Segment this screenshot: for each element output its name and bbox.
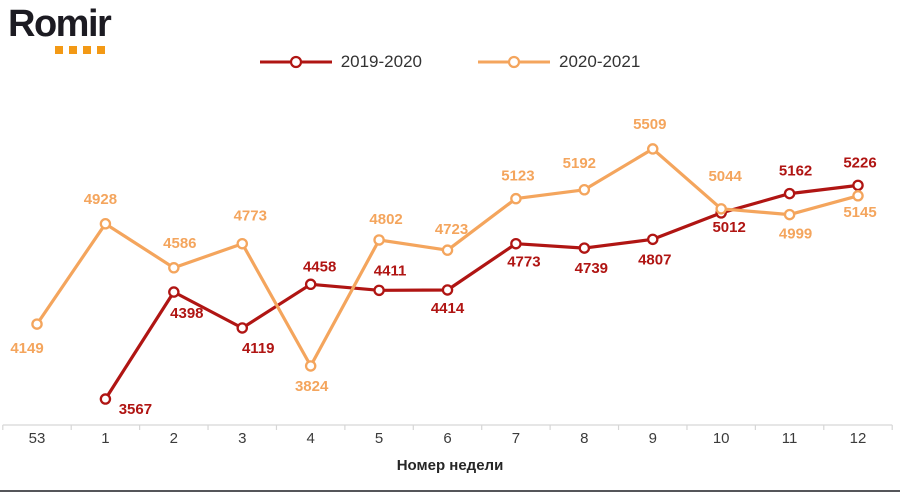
data-point-2020-2021 (441, 244, 454, 256)
x-tick-label: 1 (101, 430, 109, 447)
data-point-2019-2020 (578, 242, 591, 254)
x-tick-label: 4 (306, 430, 314, 447)
data-point-2019-2020 (236, 322, 248, 334)
data-point-2019-2020 (510, 237, 522, 250)
data-point-2019-2020 (99, 393, 112, 405)
data-point-2020-2021 (647, 143, 659, 155)
x-tick-label: 6 (443, 430, 451, 447)
data-label-2020-2021: 4586 (163, 235, 196, 252)
chart-legend: 2019-2020 2020-2021 (0, 52, 900, 72)
data-label-2020-2021: 4999 (779, 226, 812, 243)
legend-label: 2020-2021 (559, 52, 641, 71)
x-tick-label: 53 (29, 430, 46, 447)
data-point-2020-2021 (783, 208, 796, 221)
logo-dot (83, 46, 91, 54)
data-point-2019-2020 (441, 284, 454, 296)
data-label-2019-2020: 5012 (712, 219, 745, 236)
data-label-2019-2020: 4773 (507, 254, 540, 271)
series-line-2019-2020 (103, 183, 860, 401)
legend-label: 2019-2020 (340, 52, 422, 71)
data-label-2019-2020: 5226 (843, 154, 876, 171)
data-point-2019-2020 (647, 233, 659, 246)
data-label-2020-2021: 4723 (435, 221, 468, 238)
data-label-2019-2020: 4414 (431, 300, 465, 317)
x-axis-title: Номер недели (397, 457, 504, 474)
x-tick-label: 11 (782, 430, 798, 447)
x-tick-label: 9 (649, 430, 657, 447)
data-point-2020-2021 (304, 360, 317, 372)
data-label-2020-2021: 5044 (708, 168, 742, 185)
data-point-2020-2021 (236, 237, 248, 250)
data-point-2020-2021 (168, 262, 180, 274)
x-tick-label: 5 (375, 430, 383, 447)
data-label-2019-2020: 4119 (242, 340, 275, 357)
data-label-2019-2020: 4807 (638, 251, 671, 268)
data-label-2019-2020: 3567 (119, 401, 152, 418)
logo-dot (69, 46, 77, 54)
data-label-2020-2021: 5192 (563, 155, 596, 172)
data-point-2020-2021 (715, 203, 727, 215)
data-label-2020-2021: 5145 (843, 204, 876, 221)
data-point-2020-2021 (510, 192, 522, 205)
x-tick-label: 12 (850, 430, 867, 447)
data-label-2020-2021: 3824 (295, 378, 329, 395)
data-label-2019-2020: 4458 (303, 258, 336, 275)
data-point-2020-2021 (373, 234, 385, 246)
data-label-2020-2021: 4773 (234, 208, 267, 225)
data-point-2020-2021 (31, 318, 43, 330)
data-label-2020-2021: 4802 (369, 211, 402, 228)
x-tick-label: 3 (238, 430, 246, 447)
legend-marker-icon (259, 55, 332, 69)
data-label-2019-2020: 5162 (779, 163, 812, 180)
data-label-2020-2021: 5123 (501, 168, 534, 185)
data-point-2019-2020 (168, 286, 180, 298)
data-label-2020-2021: 4149 (10, 340, 43, 357)
x-tick-label: 10 (713, 430, 730, 447)
data-label-2019-2020: 4398 (170, 305, 203, 322)
x-tick-label: 2 (170, 430, 178, 447)
romir-logo: Romir (8, 3, 112, 54)
data-point-2020-2021 (99, 218, 112, 230)
data-label-2019-2020: 4739 (575, 260, 608, 277)
data-label-2019-2020: 4411 (374, 262, 407, 279)
legend-item-2019-2020: 2019-2020 (259, 52, 422, 72)
data-label-2020-2021: 5509 (633, 116, 666, 133)
x-tick-label: 7 (512, 430, 520, 447)
data-point-2019-2020 (852, 179, 864, 192)
logo-dot (55, 46, 63, 54)
romir-logo-dots (55, 46, 110, 54)
data-point-2020-2021 (578, 184, 591, 196)
legend-marker-icon (478, 55, 550, 69)
logo-dot (97, 46, 105, 54)
data-point-2019-2020 (373, 284, 385, 297)
data-point-2019-2020 (304, 278, 317, 291)
footer-divider (0, 490, 900, 492)
data-point-2019-2020 (783, 187, 796, 200)
romir-logo-text: Romir (8, 3, 112, 45)
x-tick-label: 8 (580, 430, 588, 447)
legend-item-2020-2021: 2020-2021 (478, 52, 640, 72)
data-label-2020-2021: 4928 (84, 191, 117, 208)
data-point-2020-2021 (852, 190, 864, 202)
